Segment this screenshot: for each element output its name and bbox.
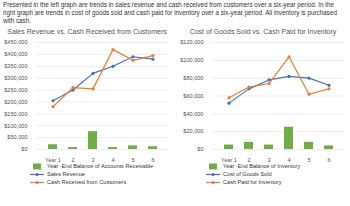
svg-text:3: 3 xyxy=(267,157,270,162)
html-text:Cost of Goods Sold: Cost of Goods Sold xyxy=(223,171,272,177)
svg-text:$0: $0 xyxy=(21,146,27,152)
svg-text:$100,000: $100,000 xyxy=(4,123,27,129)
svg-text:$50,000: $50,000 xyxy=(7,134,27,140)
html-text:Year -End Balance of Accounts: Year -End Balance of Accounts Receivable xyxy=(47,163,154,169)
svg-text:$60,000: $60,000 xyxy=(183,93,203,99)
svg-text:$40,000: $40,000 xyxy=(183,111,203,117)
svg-text:$400,000: $400,000 xyxy=(4,51,27,57)
svg-text:$450,000: $450,000 xyxy=(4,39,27,45)
svg-text:3: 3 xyxy=(91,157,94,162)
svg-text:$100,000: $100,000 xyxy=(180,57,203,63)
svg-text:$350,000: $350,000 xyxy=(4,63,27,69)
svg-text:4: 4 xyxy=(287,157,290,162)
svg-text:$120,000: $120,000 xyxy=(180,39,203,45)
svg-text:2: 2 xyxy=(71,157,74,162)
svg-text:$300,000: $300,000 xyxy=(4,75,27,81)
svg-text:$250,000: $250,000 xyxy=(4,87,27,93)
svg-text:$80,000: $80,000 xyxy=(183,75,203,81)
html-text:Cash Received from Customers: Cash Received from Customers xyxy=(47,179,127,185)
svg-text:5: 5 xyxy=(307,157,310,162)
html-text:Presented in the left graph ar: Presented in the left graph are trends i… xyxy=(3,1,337,24)
svg-text:6: 6 xyxy=(151,157,154,162)
svg-text:Year 1: Year 1 xyxy=(45,157,61,162)
svg-text:$150,000: $150,000 xyxy=(4,111,27,117)
html-text:Year -End Balance of Inventory: Year -End Balance of Inventory xyxy=(223,163,301,169)
svg-text:4: 4 xyxy=(111,157,114,162)
svg-text:Year 1: Year 1 xyxy=(221,157,237,162)
svg-text:$0: $0 xyxy=(197,146,203,152)
svg-text:2: 2 xyxy=(247,157,250,162)
svg-text:$200,000: $200,000 xyxy=(4,99,27,105)
svg-text:6: 6 xyxy=(327,157,330,162)
html-text:Cash Paid for Inventory: Cash Paid for Inventory xyxy=(223,179,282,185)
html-text:Sales Revenue: Sales Revenue xyxy=(47,171,85,177)
svg-text:5: 5 xyxy=(131,157,134,162)
html-text:Cost of Goods Sold vs. Cash Pa: Cost of Goods Sold vs. Cash Paid for Inv… xyxy=(189,28,337,35)
svg-text:$20,000: $20,000 xyxy=(183,128,203,134)
html-text:Sales Revenue vs. Cash Receive: Sales Revenue vs. Cash Received from Cus… xyxy=(7,28,167,35)
